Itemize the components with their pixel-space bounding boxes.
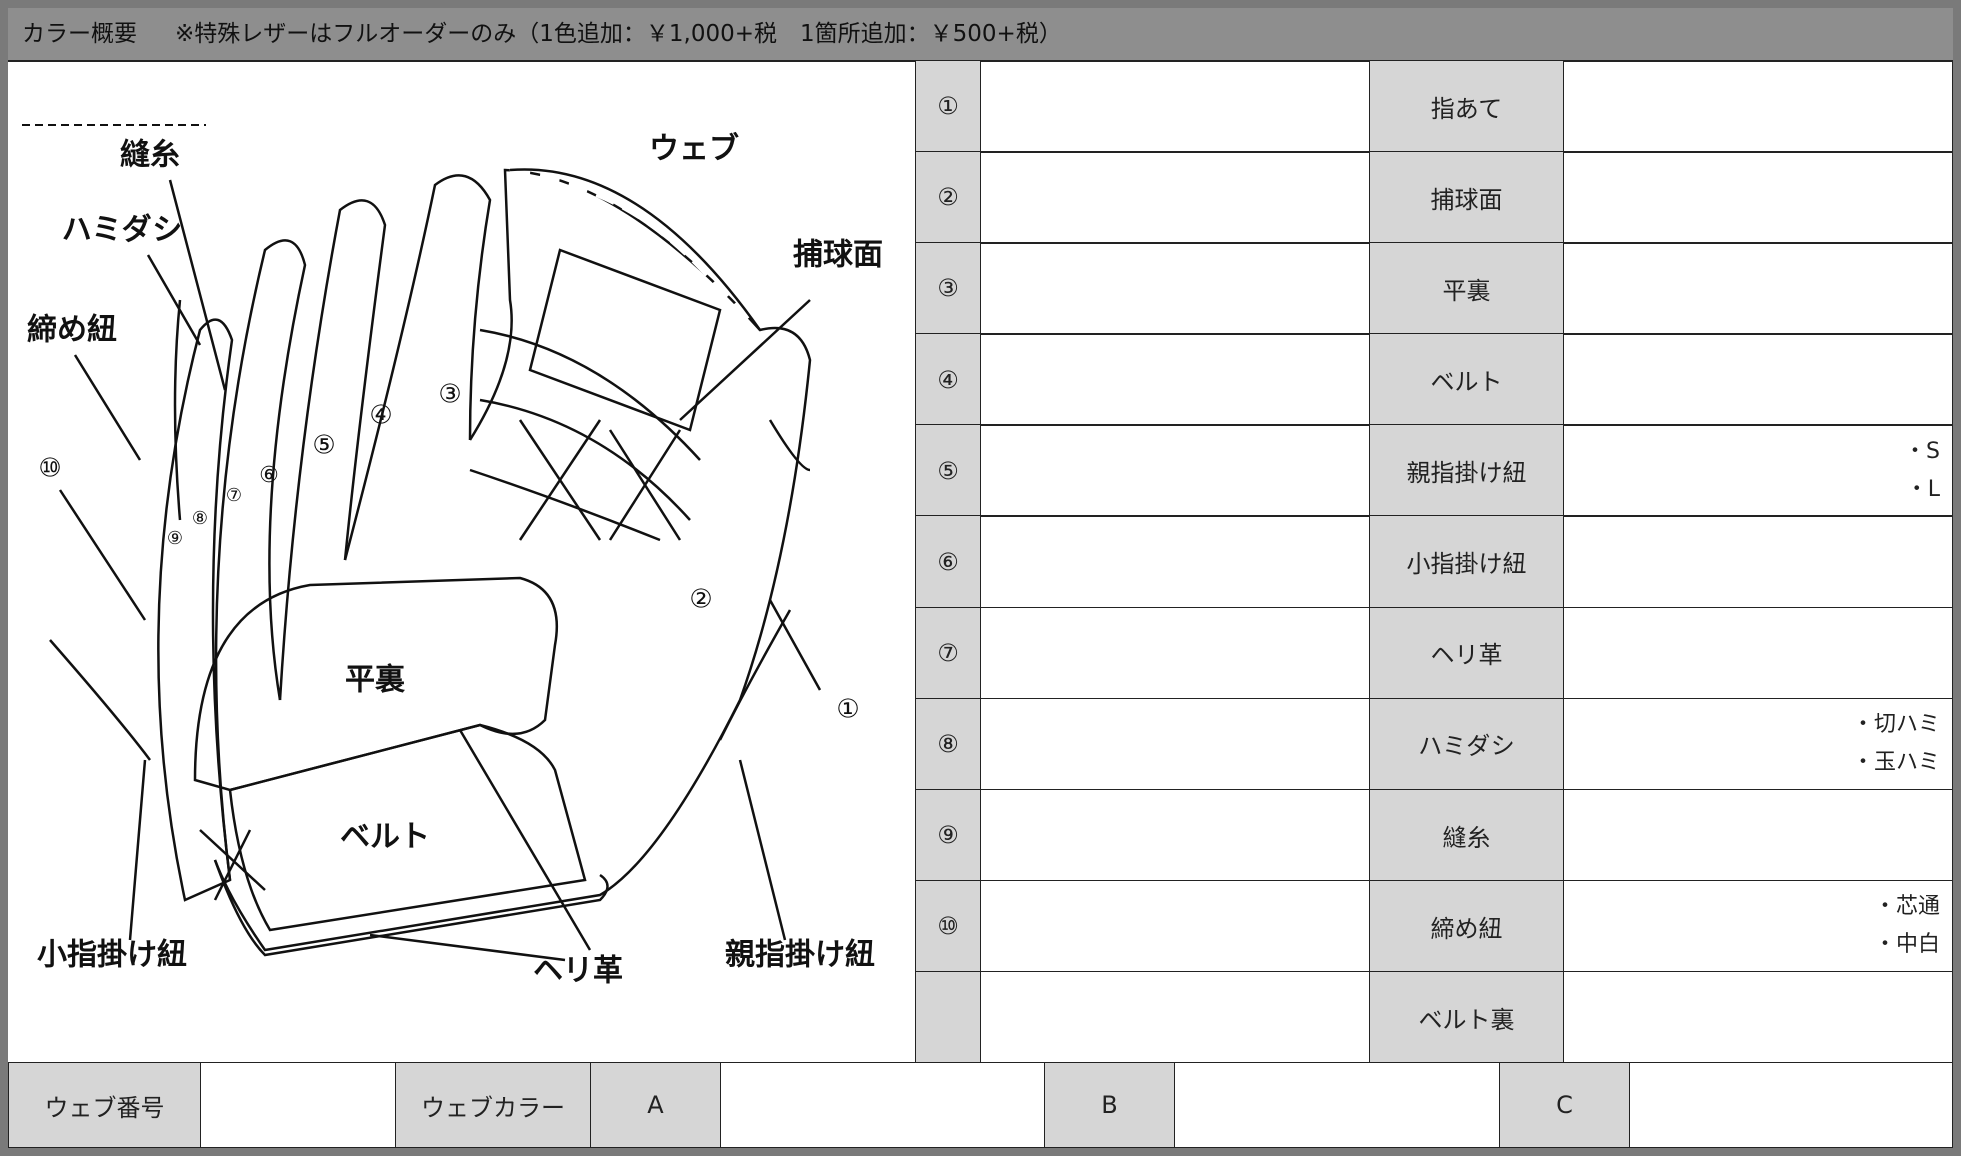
value-cell[interactable]: ・切ハミ ・玉ハミ xyxy=(1563,697,1953,791)
value-cell[interactable] xyxy=(1563,242,1953,335)
value-cell[interactable] xyxy=(1563,606,1953,700)
row-number: ⑩ xyxy=(915,879,981,973)
footer-label: ウェブカラー xyxy=(395,1062,591,1148)
input-cell[interactable] xyxy=(980,515,1370,609)
diagram-label: ⑨ xyxy=(167,528,183,549)
diagram-label: ウェブ xyxy=(649,132,739,167)
value-cell[interactable] xyxy=(1563,60,1953,153)
input-cell[interactable] xyxy=(200,1062,396,1148)
row-label: 小指掛け紐 xyxy=(1369,515,1564,609)
option[interactable]: ・切ハミ xyxy=(1851,711,1940,737)
diagram-label: ⑩ xyxy=(38,454,61,484)
row-label: 親指掛け紐 xyxy=(1369,424,1564,517)
glove-drawing xyxy=(22,124,822,962)
value-cell[interactable] xyxy=(1563,151,1953,244)
row-number: ② xyxy=(915,151,981,244)
options: ・芯通 ・中白 xyxy=(1874,888,1940,964)
diagram-label: ヘリ革 xyxy=(533,954,623,989)
row-number: ⑧ xyxy=(915,697,981,791)
input-cell[interactable] xyxy=(980,697,1370,791)
diagram-label: 小指掛け紐 xyxy=(37,938,187,973)
diagram-label: ① xyxy=(836,695,859,725)
value-cell[interactable]: ・芯通 ・中白 xyxy=(1563,879,1953,973)
value-cell[interactable] xyxy=(1563,333,1953,426)
row-number: ① xyxy=(915,60,981,153)
input-cell[interactable] xyxy=(980,151,1370,244)
row-label: ベルト裏 xyxy=(1369,970,1564,1064)
input-cell[interactable] xyxy=(980,879,1370,973)
row-number: ⑨ xyxy=(915,788,981,882)
input-cell[interactable] xyxy=(1174,1062,1500,1148)
row-number: ⑥ xyxy=(915,515,981,609)
diagram-label: ベルト xyxy=(340,820,430,855)
input-cell[interactable] xyxy=(980,788,1370,882)
diagram-label: 締め紐 xyxy=(27,313,117,348)
row-number: ④ xyxy=(915,333,981,426)
option[interactable]: ・芯通 xyxy=(1873,894,1940,920)
row-label: 指あて xyxy=(1369,60,1564,153)
row-label: ベルト xyxy=(1369,333,1564,426)
diagram-label: 親指掛け紐 xyxy=(725,938,875,973)
diagram-label: 平裏 xyxy=(345,663,406,698)
row-number: ⑦ xyxy=(915,606,981,700)
header-title: カラー概要 xyxy=(22,21,137,47)
row-number: ③ xyxy=(915,242,981,335)
input-cell[interactable] xyxy=(980,333,1370,426)
footer-label: ウェブ番号 xyxy=(8,1062,201,1148)
row-label: 縫糸 xyxy=(1369,788,1564,882)
diagram-label: 捕球面 xyxy=(793,238,883,273)
diagram-label: ⑧ xyxy=(192,508,208,529)
row-label: 平裏 xyxy=(1369,242,1564,335)
diagram-label: ⑤ xyxy=(312,431,335,461)
diagram-label: ③ xyxy=(438,380,461,410)
options: ・S ・L xyxy=(1904,433,1940,509)
value-cell[interactable] xyxy=(1563,515,1953,609)
footer-label: C xyxy=(1499,1062,1630,1148)
input-cell[interactable] xyxy=(980,970,1370,1064)
input-cell[interactable] xyxy=(980,60,1370,153)
diagram-label: ④ xyxy=(369,401,392,431)
diagram-label: ハミダシ xyxy=(62,213,183,248)
input-cell[interactable] xyxy=(720,1062,1045,1148)
value-cell[interactable] xyxy=(1563,970,1953,1064)
option[interactable]: ・中白 xyxy=(1873,932,1940,958)
row-number xyxy=(915,970,981,1064)
value-cell[interactable]: ・S ・L xyxy=(1563,424,1953,517)
input-cell[interactable] xyxy=(980,242,1370,335)
glove-diagram: 縫糸 ハミダシ 締め紐 ⑩ ウェブ 捕球面 ① ② ③ ④ ⑤ ⑥ ⑦ ⑧ ⑨ … xyxy=(22,124,883,989)
input-cell[interactable] xyxy=(1629,1062,1953,1148)
options: ・切ハミ ・玉ハミ xyxy=(1852,706,1940,782)
diagram-label: ⑥ xyxy=(259,463,279,488)
input-cell[interactable] xyxy=(980,606,1370,700)
diagram-label: 縫糸 xyxy=(120,138,180,173)
value-cell[interactable] xyxy=(1563,788,1953,882)
option[interactable]: ・L xyxy=(1905,476,1940,502)
row-label: ヘリ革 xyxy=(1369,606,1564,700)
option[interactable]: ・S xyxy=(1904,438,1940,464)
row-label: ハミダシ xyxy=(1369,697,1564,791)
option[interactable]: ・玉ハミ xyxy=(1851,749,1940,775)
row-number: ⑤ xyxy=(915,424,981,517)
input-cell[interactable] xyxy=(980,424,1370,517)
header-note: ※特殊レザーはフルオーダーのみ（1色追加：￥1,000+税 1箇所追加：￥500… xyxy=(175,21,1062,47)
footer-label: A xyxy=(590,1062,721,1148)
diagram-label: ⑦ xyxy=(226,485,242,506)
row-label: 捕球面 xyxy=(1369,151,1564,244)
row-label: 締め紐 xyxy=(1369,879,1564,973)
diagram-label: ② xyxy=(689,585,712,615)
footer-label: B xyxy=(1044,1062,1175,1148)
